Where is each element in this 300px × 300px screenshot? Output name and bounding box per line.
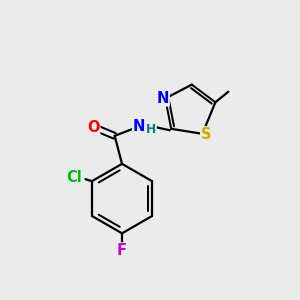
Text: H: H	[146, 123, 156, 136]
Text: F: F	[117, 243, 127, 258]
Text: N: N	[157, 91, 169, 106]
Text: Cl: Cl	[66, 170, 82, 185]
Text: S: S	[201, 127, 211, 142]
Text: N: N	[133, 119, 145, 134]
Text: O: O	[87, 119, 100, 134]
